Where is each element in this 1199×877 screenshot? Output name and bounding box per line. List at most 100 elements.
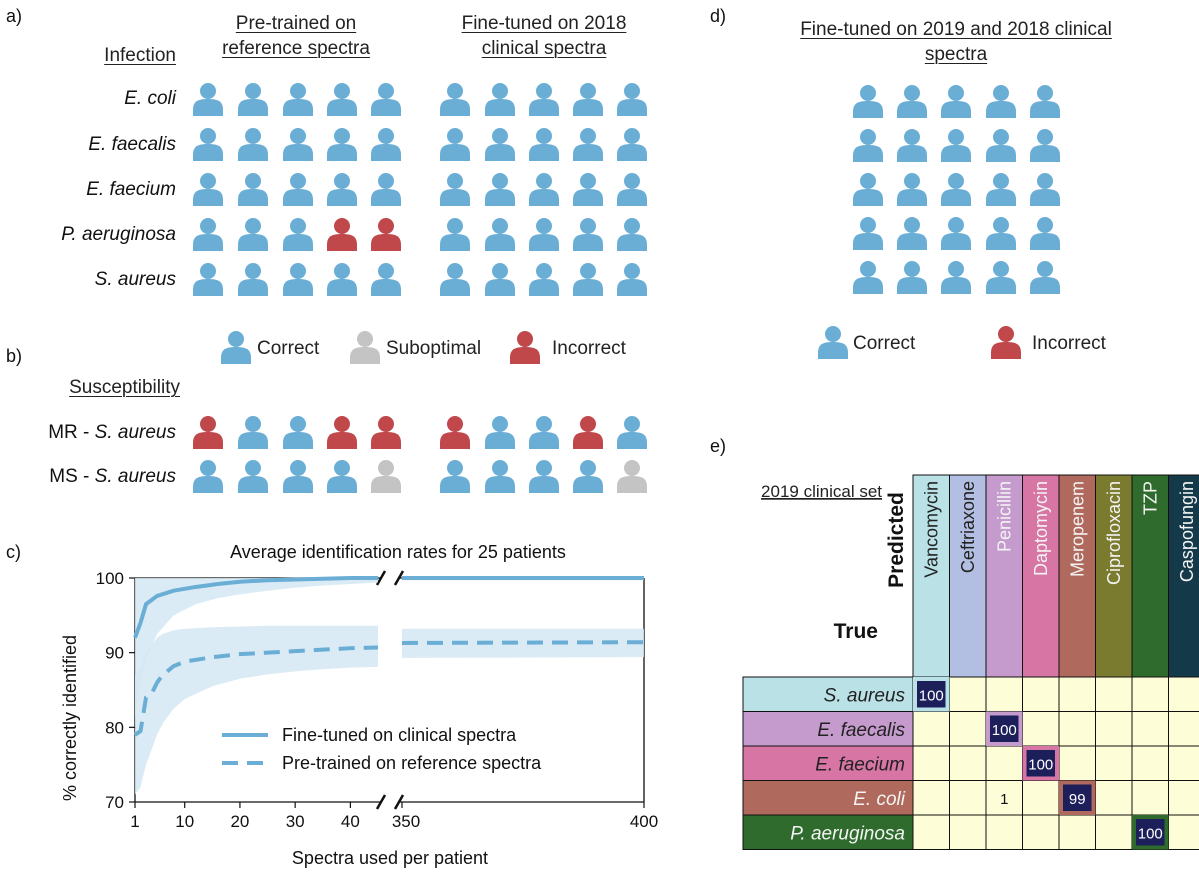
person-correct-icon — [941, 129, 971, 162]
person-correct-icon — [238, 263, 268, 296]
person-correct-icon — [897, 85, 927, 118]
person-correct-icon — [238, 218, 268, 251]
row-label-saureus: S. aureus — [94, 269, 176, 290]
header-finetuned: Fine-tuned on 2018 clinical spectra — [461, 13, 627, 59]
matrix-cell-value: 99 — [1069, 791, 1086, 808]
person-correct-icon — [485, 263, 515, 296]
person-correct-icon — [853, 261, 883, 294]
person-correct-icon — [617, 416, 647, 449]
x-tick-label: 30 — [286, 812, 305, 831]
matrix-cell-value: 100 — [1138, 825, 1163, 842]
person-correct-icon — [529, 128, 559, 161]
chart-ylabel: % correctly identified — [60, 635, 80, 801]
person-correct-icon — [529, 460, 559, 493]
matrix-cell — [1095, 780, 1133, 816]
matrix-cell — [1058, 745, 1096, 781]
person-correct-icon — [327, 263, 357, 296]
column-header-label: Ciprofloxacin — [1104, 481, 1124, 585]
matrix-cell — [949, 814, 987, 850]
person-correct-icon — [617, 83, 647, 116]
person-correct-icon — [371, 128, 401, 161]
person-correct-icon — [371, 263, 401, 296]
person-correct-icon — [853, 173, 883, 206]
matrix-highlight-cell — [1022, 746, 1059, 781]
row-header-4 — [742, 814, 914, 850]
person-correct-icon — [238, 128, 268, 161]
person-correct-icon — [485, 83, 515, 116]
person-correct-icon — [986, 261, 1016, 294]
chart-xlabel: Spectra used per patient — [292, 848, 488, 868]
header-pretrained: Pre-trained on reference spectra — [222, 13, 370, 59]
matrix-cell — [1131, 676, 1169, 712]
person-icons-layer — [193, 83, 1060, 493]
column-header-label: Daptomycin — [1031, 481, 1051, 576]
matrix-cell — [1168, 745, 1199, 781]
person-correct-icon — [283, 263, 313, 296]
person-correct-icon — [853, 217, 883, 250]
person-correct-icon — [1030, 129, 1060, 162]
row-header-label: E. faecalis — [817, 720, 905, 741]
person-correct-icon — [193, 83, 223, 116]
y-tick-label: 70 — [105, 793, 124, 812]
matrix-highlight-cell — [913, 677, 950, 712]
matrix-cell — [1095, 676, 1133, 712]
person-correct-icon — [529, 416, 559, 449]
matrix-cell — [1168, 814, 1199, 850]
axis-break-mark — [375, 570, 387, 586]
x-tick-label: 400 — [630, 812, 658, 831]
row-header-label: E. faecium — [815, 754, 905, 775]
person-correct-icon — [485, 128, 515, 161]
x-tick-label: 40 — [341, 812, 360, 831]
person-incorrect-icon — [440, 416, 470, 449]
person-correct-icon — [371, 83, 401, 116]
matrix-cell — [1022, 814, 1060, 850]
column-header-label: Penicillin — [994, 481, 1014, 552]
matrix-true-label: True — [834, 620, 878, 643]
legend-suboptimal-label: Suboptimal — [386, 338, 482, 359]
person-correct-icon — [897, 129, 927, 162]
matrix-cell — [1058, 676, 1096, 712]
row-header-1 — [742, 711, 914, 747]
matrix-cell — [949, 745, 987, 781]
person-correct-icon — [283, 218, 313, 251]
matrix-cell — [1168, 780, 1199, 816]
legend-incorrect-icon — [510, 331, 540, 364]
person-correct-icon — [327, 128, 357, 161]
person-correct-icon — [371, 173, 401, 206]
row-label-ms-saureus: MS - S. aureus — [49, 466, 176, 487]
matrix-cell — [1131, 780, 1169, 816]
matrix-cell — [985, 745, 1023, 781]
column-header-label: Vancomycin — [921, 481, 941, 578]
matrix-cell — [912, 780, 950, 816]
matrix-cell — [949, 676, 987, 712]
person-correct-icon — [238, 416, 268, 449]
matrix-cell — [1022, 676, 1060, 712]
matrix-cell — [1131, 711, 1169, 747]
person-suboptimal-icon — [617, 460, 647, 493]
person-correct-icon — [529, 83, 559, 116]
row-label-efaecalis: E. faecalis — [88, 134, 176, 155]
person-correct-icon — [327, 460, 357, 493]
matrix-cell — [1095, 745, 1133, 781]
person-correct-icon — [327, 83, 357, 116]
legend-correct-icon — [221, 331, 251, 364]
matrix-cell — [1168, 711, 1199, 747]
person-correct-icon — [440, 128, 470, 161]
y-tick-label: 100 — [96, 569, 124, 588]
person-correct-icon — [283, 83, 313, 116]
person-correct-icon — [529, 173, 559, 206]
person-correct-icon — [853, 85, 883, 118]
x-tick-label: 350 — [392, 812, 420, 831]
person-incorrect-icon — [327, 218, 357, 251]
row-header-0 — [742, 676, 914, 712]
row-header-label: P. aeruginosa — [790, 823, 905, 844]
axis-break-mark — [393, 794, 405, 810]
column-header-caspofungin — [1168, 474, 1199, 678]
person-correct-icon — [897, 261, 927, 294]
person-correct-icon — [485, 416, 515, 449]
matrix-cell — [985, 814, 1023, 850]
person-correct-icon — [283, 460, 313, 493]
person-correct-icon — [193, 173, 223, 206]
person-correct-icon — [617, 173, 647, 206]
person-correct-icon — [897, 217, 927, 250]
